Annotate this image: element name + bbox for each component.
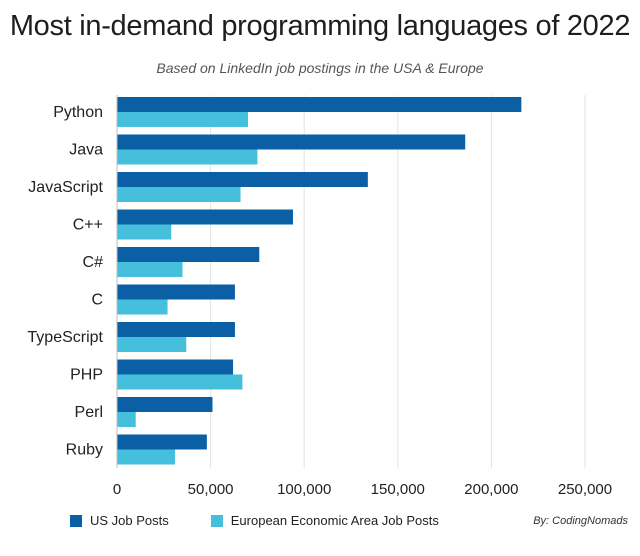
x-tick-label: 50,000	[188, 481, 234, 498]
bar	[117, 359, 234, 375]
credit: By: CodingNomads	[533, 515, 628, 527]
bar	[117, 247, 260, 262]
bar	[117, 412, 136, 427]
bar	[117, 284, 235, 300]
legend-swatch-us	[70, 514, 82, 527]
bar	[117, 337, 187, 352]
legend-swatch-eea	[210, 514, 223, 527]
x-tick-label: 0	[113, 481, 121, 498]
category-label: Perl	[75, 404, 103, 421]
legend: US Job Posts European Economic Area Job …	[70, 513, 481, 528]
bar	[117, 449, 176, 465]
category-label: C	[91, 292, 103, 309]
bar	[117, 224, 172, 240]
bar	[117, 397, 213, 412]
bar	[117, 209, 293, 225]
bar	[117, 172, 368, 187]
bar	[117, 149, 258, 165]
chart-subtitle: Based on LinkedIn job postings in the US…	[156, 60, 484, 76]
category-label: C++	[73, 217, 103, 234]
x-tick-label: 250,000	[558, 481, 612, 498]
x-tick-label: 100,000	[277, 481, 331, 498]
legend-label-us: US Job Posts	[90, 513, 169, 528]
bar	[117, 322, 235, 337]
bar	[117, 434, 207, 450]
bar	[117, 134, 466, 150]
legend-label-eea: European Economic Area Job Posts	[230, 513, 439, 528]
x-tick-label: 150,000	[371, 481, 425, 498]
category-label: Python	[53, 104, 103, 121]
bar	[117, 374, 243, 390]
category-label: PHP	[70, 367, 103, 384]
legend-item-us: US Job Posts	[70, 513, 169, 528]
legend-item-eea: European Economic Area Job Posts	[210, 513, 439, 528]
bar	[117, 299, 168, 315]
category-label: JavaScript	[28, 179, 103, 196]
bar	[117, 262, 183, 277]
category-label: Java	[69, 142, 103, 159]
category-label: TypeScript	[27, 329, 103, 346]
bar	[117, 97, 522, 112]
category-label: Ruby	[66, 442, 103, 459]
chart-title: Most in-demand programming languages of …	[9, 10, 631, 42]
bar	[117, 112, 249, 127]
category-label: C#	[83, 254, 104, 271]
x-tick-label: 200,000	[464, 481, 518, 498]
bar	[117, 187, 241, 202]
